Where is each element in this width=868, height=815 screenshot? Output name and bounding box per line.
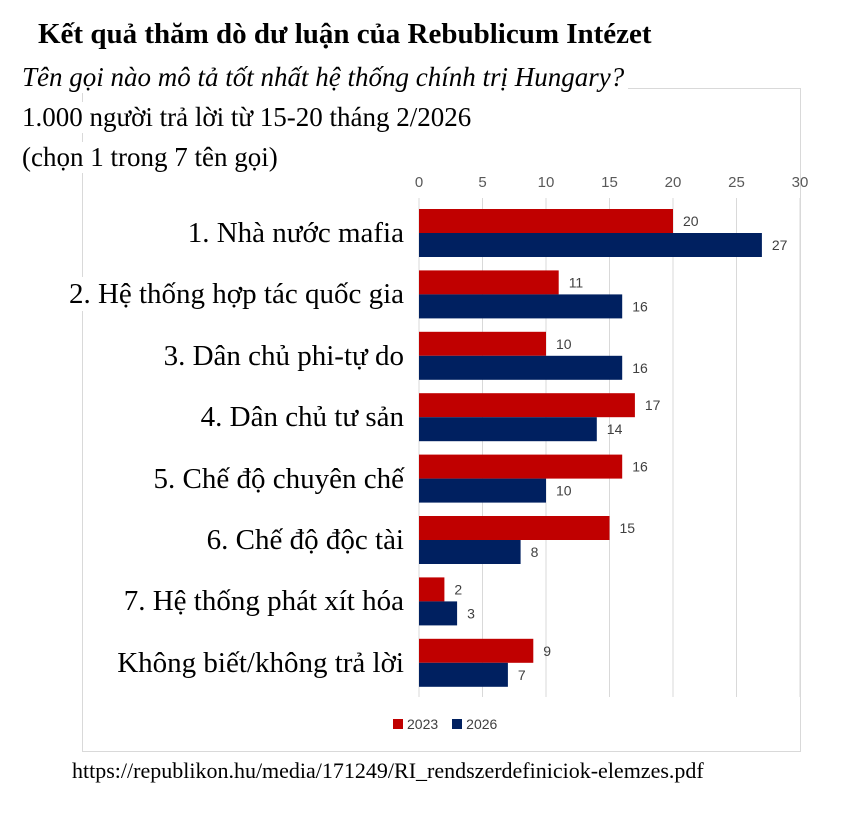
- legend-label-2023: 2023: [407, 716, 439, 732]
- chart-subtitle: Tên gọi nào mô tả tốt nhất hệ thống chín…: [22, 62, 629, 93]
- bar-2023-2: [419, 270, 559, 295]
- legend-swatch-2023: [393, 719, 403, 729]
- bar-2026-4: [419, 417, 597, 442]
- chart-title: Kết quả thăm dò dư luận của Rebublicum I…: [38, 18, 652, 50]
- bar-2023-6: [419, 516, 610, 540]
- bar-2026-7: [419, 601, 458, 626]
- legend-item-2026: 2026: [452, 716, 497, 732]
- category-label: 2. Hệ thống hợp tác quốc gia: [68, 277, 404, 312]
- x-tick-label: 5: [478, 174, 486, 191]
- bar-2023-5: [419, 454, 623, 479]
- bar-2026-5: [419, 478, 546, 503]
- x-tick-label: 20: [665, 174, 682, 191]
- bar-2026-1: [419, 233, 762, 257]
- bar-2026-2: [419, 294, 623, 319]
- bar-2023-8: [419, 638, 534, 663]
- data-label: 7: [518, 667, 526, 683]
- x-tick-label: 15: [601, 174, 618, 191]
- bar-2023-7: [419, 577, 445, 602]
- data-label: 14: [607, 421, 623, 437]
- data-label: 2: [454, 581, 462, 597]
- x-tick-label: 25: [728, 174, 745, 191]
- legend-item-2023: 2023: [393, 716, 438, 732]
- bar-2026-6: [419, 540, 521, 564]
- data-label: 8: [531, 544, 539, 560]
- legend: 2023 2026: [393, 716, 511, 732]
- data-label: 10: [556, 336, 572, 352]
- data-label: 20: [683, 213, 699, 229]
- sample-note: 1.000 người trả lời từ 15-20 tháng 2/202…: [22, 102, 478, 133]
- data-label: 16: [632, 459, 648, 475]
- legend-label-2026: 2026: [466, 716, 498, 732]
- data-label: 16: [632, 298, 648, 314]
- source-url: https://republikon.hu/media/171249/RI_re…: [72, 758, 704, 783]
- category-label: 7. Hệ thống phát xít hóa: [123, 584, 404, 619]
- category-label: 5. Chế độ chuyên chế: [153, 461, 404, 496]
- x-tick-label: 10: [538, 174, 555, 191]
- x-tick-label: 0: [415, 174, 423, 191]
- choice-note: (chọn 1 trong 7 tên gọi): [22, 142, 284, 173]
- data-label: 17: [645, 397, 661, 413]
- data-label: 15: [620, 520, 636, 536]
- bar-2023-1: [419, 209, 673, 233]
- data-label: 3: [467, 605, 475, 621]
- data-label: 11: [569, 274, 584, 290]
- bar-2023-3: [419, 331, 546, 356]
- data-label: 16: [632, 360, 648, 376]
- legend-swatch-2026: [452, 719, 463, 729]
- category-label: 4. Dân chủ tư sản: [200, 400, 404, 435]
- category-label: 3. Dân chủ phi-tự do: [163, 338, 404, 373]
- data-label: 10: [556, 483, 572, 499]
- category-label: 6. Chế độ độc tài: [206, 523, 404, 557]
- category-label: 1. Nhà nước mafia: [187, 216, 404, 250]
- category-label: Không biết/không trả lời: [117, 645, 404, 680]
- data-label: 9: [543, 643, 551, 659]
- bar-2026-3: [419, 355, 623, 380]
- data-label: 27: [772, 237, 788, 253]
- x-tick-label: 30: [792, 174, 809, 191]
- bar-2023-4: [419, 393, 635, 418]
- bar-2026-8: [419, 662, 508, 687]
